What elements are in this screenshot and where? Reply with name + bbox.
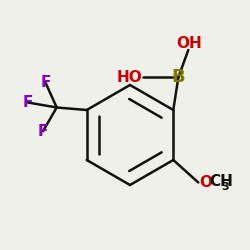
Text: HO: HO xyxy=(116,70,142,85)
Text: F: F xyxy=(40,75,51,90)
Text: F: F xyxy=(23,95,33,110)
Text: B: B xyxy=(172,68,185,86)
Text: F: F xyxy=(38,124,48,139)
Text: 3: 3 xyxy=(221,182,229,192)
Text: OH: OH xyxy=(177,36,203,51)
Text: CH: CH xyxy=(210,174,234,190)
Text: O: O xyxy=(200,175,212,190)
